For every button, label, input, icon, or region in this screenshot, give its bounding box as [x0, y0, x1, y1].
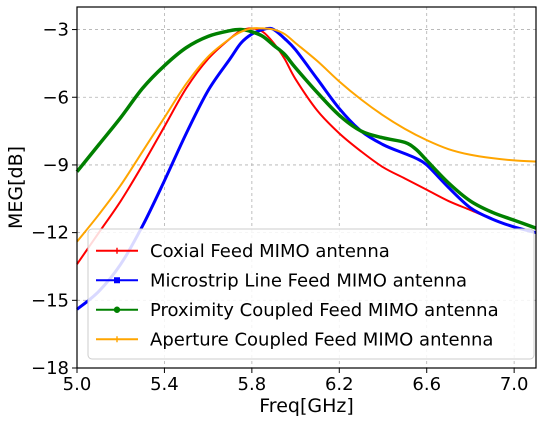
- y-tick-label-5: −3: [42, 20, 69, 41]
- x-tick-label-3: 6.2: [325, 374, 354, 395]
- legend-marker-0: [114, 247, 120, 254]
- plot-frame: [76, 6, 537, 369]
- series-line-0: [76, 27, 537, 265]
- y-tick-label-3: −9: [42, 155, 69, 176]
- legend-marker-2: [113, 306, 121, 313]
- y-tick-label-4: −6: [42, 87, 69, 108]
- series-lines: [75, 26, 537, 311]
- series-0: [76, 27, 537, 265]
- series-line-3: [76, 27, 537, 243]
- series-line-1: [76, 26, 537, 311]
- legend: Coxial Feed MIMO antenna Microstrip Line …: [87, 228, 535, 360]
- series-line-2: [75, 27, 537, 230]
- y-tick-label-2: −12: [31, 223, 69, 244]
- legend-label-2: Proximity Coupled Feed MIMO antenna: [150, 300, 499, 321]
- x-tick-label-5: 7.0: [500, 374, 529, 395]
- x-tick-label-4: 6.6: [412, 374, 441, 395]
- y-axis-label: MEG[dB]: [5, 146, 27, 229]
- y-tick-label-1: −15: [31, 290, 69, 311]
- x-tick-label-2: 5.8: [238, 374, 267, 395]
- legend-marker-3: [114, 336, 120, 343]
- legend-box: [87, 228, 535, 360]
- legend-label-0: Coxial Feed MIMO antenna: [150, 241, 390, 262]
- x-tick-label-0: 5.0: [63, 374, 92, 395]
- legend-label-1: Microstrip Line Feed MIMO antenna: [150, 270, 467, 291]
- y-tick-label-0: −18: [31, 358, 69, 379]
- axis-ticks: 5.0 5.4 5.8 6.2 6.6 7.0 −18 −15 −12 −9 −6 −3: [31, 20, 528, 395]
- series-1: [76, 26, 537, 311]
- x-axis-label: Freq[GHz]: [259, 395, 354, 417]
- series-2: [75, 27, 537, 230]
- legend-label-3: Aperture Coupled Feed MIMO antenna: [150, 329, 493, 350]
- series-3: [76, 27, 537, 243]
- x-tick-label-1: 5.4: [150, 374, 179, 395]
- legend-marker-1: [114, 277, 120, 284]
